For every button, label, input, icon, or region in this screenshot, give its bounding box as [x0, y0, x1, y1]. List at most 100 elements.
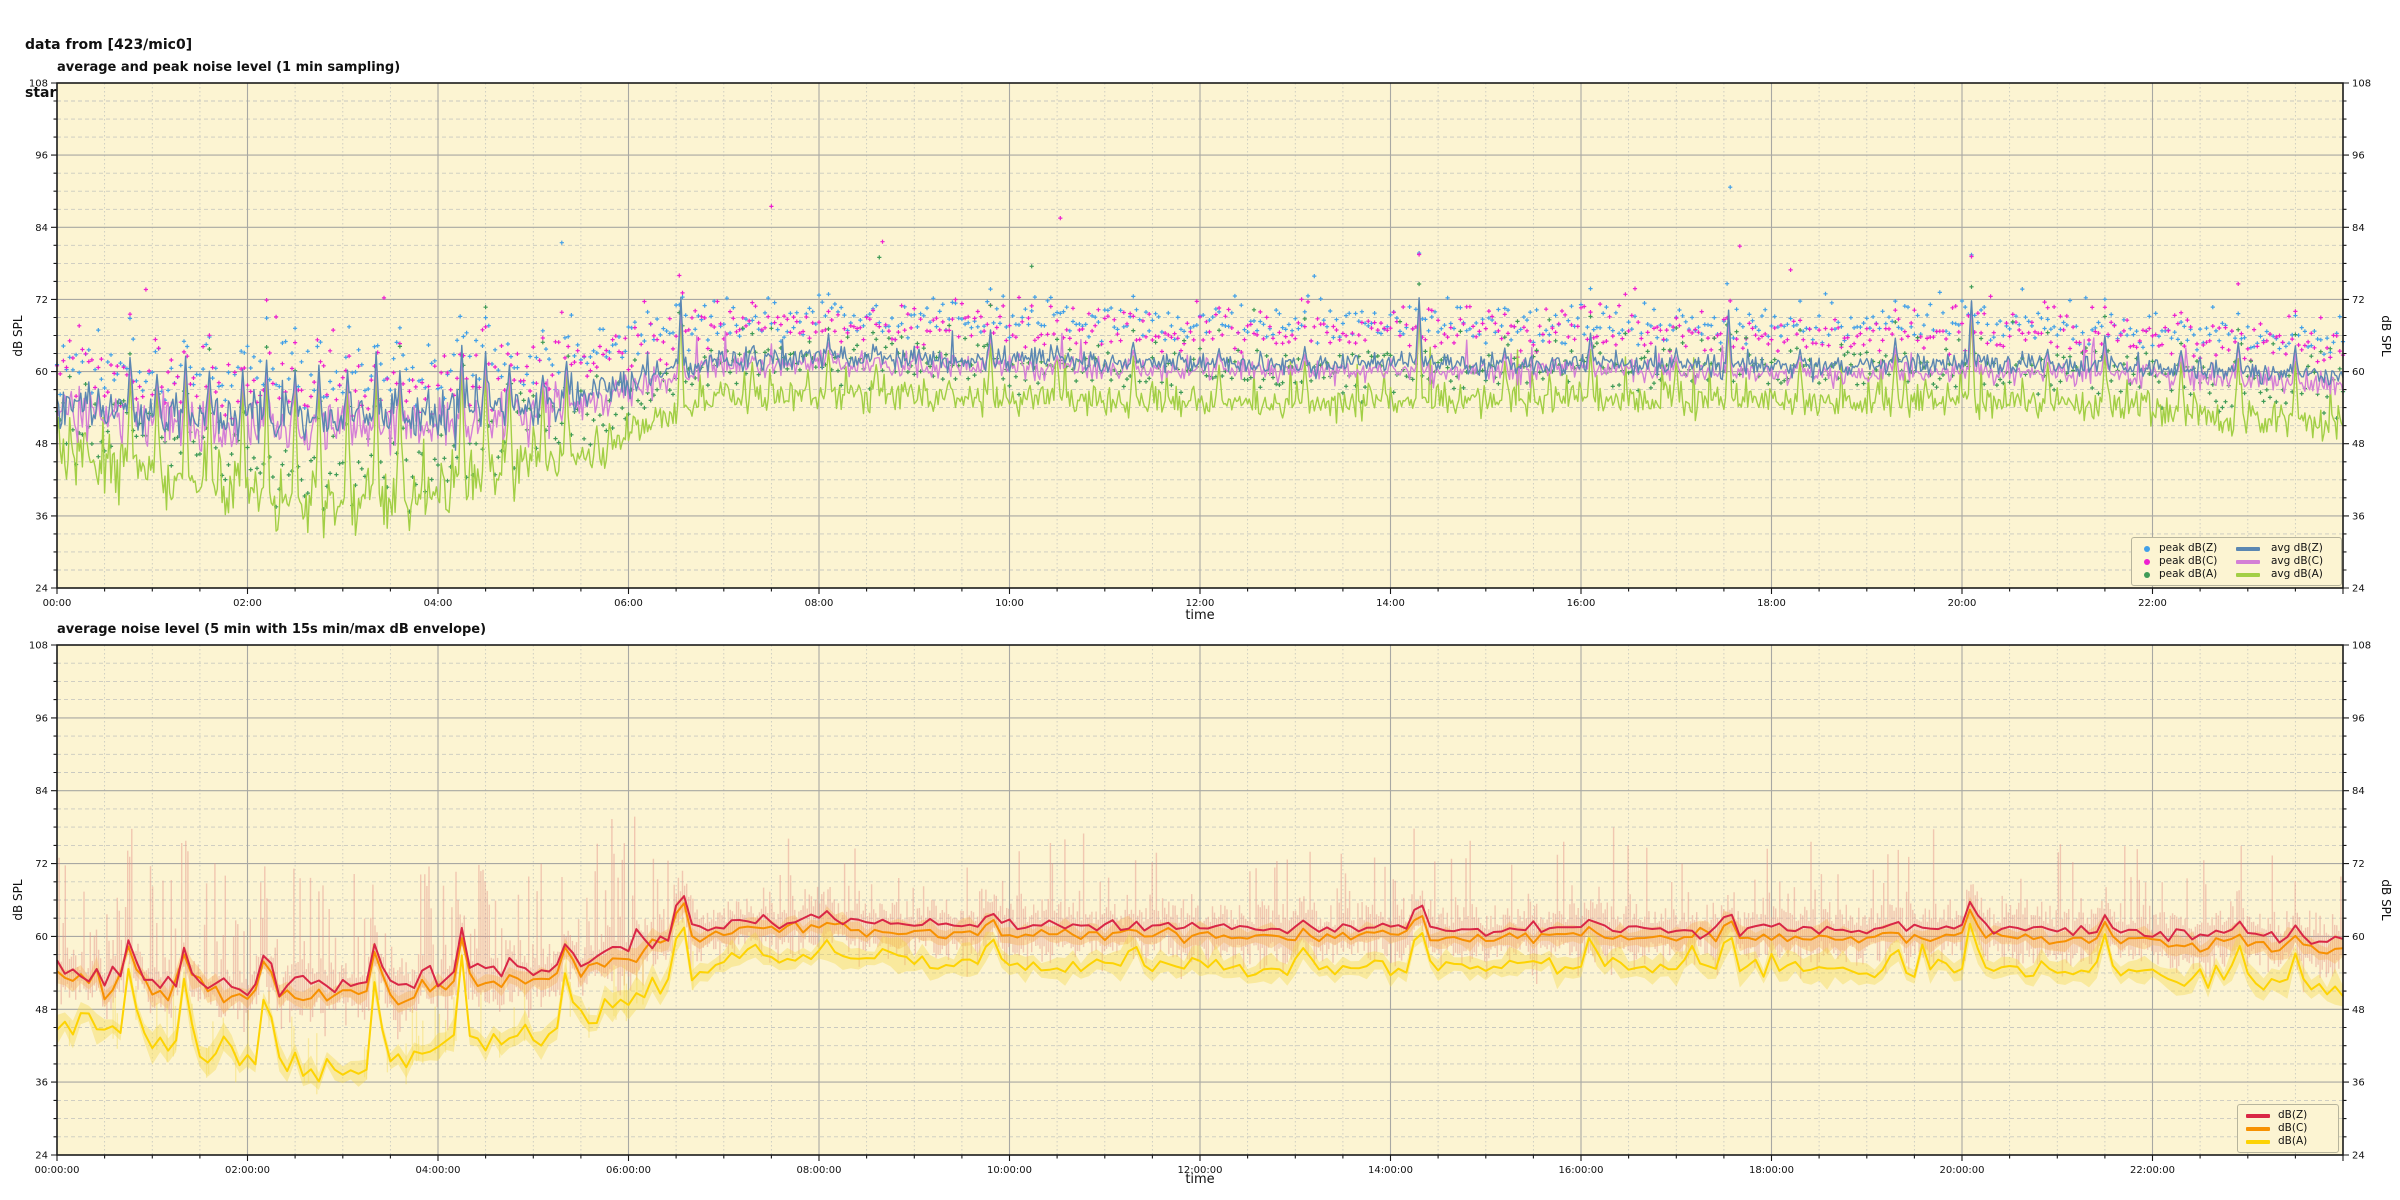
ytick-label-right: 60	[2352, 932, 2365, 943]
xtick-label: 22:00:00	[2130, 1165, 2175, 1176]
bottom-chart: 00:00:00 02:00:00 04:00:00 06:00:00 08:00:00…	[29, 641, 2371, 1177]
ytick-label-left: 60	[35, 367, 48, 378]
top-chart-ylabel-right: dB SPL	[2379, 315, 2393, 357]
legend-marker-peak-db-z-	[2144, 545, 2150, 552]
bottom-chart-legend: dB(Z) dB(C) dB(A)	[2237, 1104, 2339, 1153]
ytick-label-right: 60	[2352, 367, 2365, 378]
legend-swatch-db-z-	[2246, 1113, 2270, 1118]
grid-major	[57, 83, 2343, 588]
ytick-label-right: 48	[2352, 1005, 2365, 1016]
bottom-chart-title: average noise level (5 min with 15s min/…	[57, 622, 487, 637]
tick-labels: 00:00:00 02:00:00 04:00:00 06:00:00 08:00:00…	[29, 641, 2371, 1177]
xtick-label: 10:00:00	[987, 1165, 1032, 1176]
legend-label: avg dB(Z)	[2271, 542, 2323, 554]
axes-ticks	[51, 82, 2349, 594]
xtick-label: 14:00:00	[1368, 1165, 1413, 1176]
legend-label: dB(Z)	[2278, 1109, 2308, 1121]
xtick-label: 12:00:00	[1178, 1165, 1223, 1176]
ytick-label-right: 84	[2352, 223, 2365, 234]
header-line-1: data from [423/mic0]	[25, 37, 193, 53]
ytick-label-right: 84	[2352, 786, 2365, 797]
legend-item: dB(Z)	[2246, 1109, 2330, 1122]
ytick-label-right: 108	[2352, 641, 2371, 652]
legend-marker-peak-db-c-	[2144, 558, 2150, 565]
legend-swatch-db-c-	[2246, 1126, 2270, 1131]
axes-ticks	[51, 644, 2349, 1161]
ytick-label-left: 60	[35, 932, 48, 943]
top-chart-legend: peak dB(Z) avg dB(Z) peak dB(C) avg dB(C) pe…	[2131, 537, 2342, 586]
top-chart: 00:00 02:00 04:00 06:00 08:00 10:00 12:00 14:00…	[29, 79, 2371, 610]
ytick-label-right: 96	[2352, 151, 2365, 162]
legend-label: dB(A)	[2278, 1135, 2308, 1147]
bottom-chart-ylabel-left: dB SPL	[11, 879, 25, 921]
legend-swatch-db-a-	[2246, 1139, 2270, 1144]
top-chart-ylabel-left: dB SPL	[11, 315, 25, 357]
legend-grid: peak dB(Z) avg dB(Z) peak dB(C) avg dB(C) pe…	[2140, 542, 2333, 581]
legend-item: dB(C)	[2246, 1122, 2330, 1135]
ytick-label-right: 72	[2352, 859, 2365, 870]
xtick-label: 00:00	[43, 598, 72, 609]
ytick-label-right: 96	[2352, 713, 2365, 724]
legend-swatch-avg-db-c-	[2236, 559, 2260, 564]
xtick-label: 14:00	[1376, 598, 1405, 609]
ytick-label-right: 24	[2352, 584, 2365, 595]
xtick-label: 04:00	[424, 598, 453, 609]
xtick-label: 06:00	[614, 598, 643, 609]
legend-item: dB(A)	[2246, 1135, 2330, 1148]
xtick-label: 04:00:00	[416, 1165, 461, 1176]
xtick-label: 12:00	[1186, 598, 1215, 609]
xtick-label: 20:00	[1948, 598, 1977, 609]
ytick-label-left: 48	[35, 439, 48, 450]
xtick-label: 20:00:00	[1940, 1165, 1985, 1176]
line-db-z-	[56, 895, 2344, 998]
ytick-label-left: 96	[35, 713, 48, 724]
top-chart-title: average and peak noise level (1 min samp…	[57, 60, 401, 75]
ytick-label-left: 72	[35, 859, 48, 870]
line-avg-db-z-	[56, 296, 2344, 451]
ytick-label-left: 48	[35, 1005, 48, 1016]
legend-label: avg dB(C)	[2271, 555, 2324, 567]
ytick-label-right: 24	[2352, 1151, 2365, 1162]
line-avg-db-a-	[56, 311, 2344, 539]
xtick-label: 22:00	[2138, 598, 2167, 609]
ytick-label-left: 36	[35, 511, 48, 522]
xtick-label: 02:00	[233, 598, 262, 609]
bottom-chart-xlabel-time: time	[1185, 1172, 1215, 1187]
ytick-label-right: 72	[2352, 295, 2365, 306]
xtick-label: 16:00	[1567, 598, 1596, 609]
xtick-label: 08:00	[805, 598, 834, 609]
xtick-label: 02:00:00	[225, 1165, 270, 1176]
ytick-label-left: 24	[35, 1151, 48, 1162]
ytick-label-left: 24	[35, 584, 48, 595]
legend-marker-peak-db-a-	[2144, 571, 2150, 578]
legend-label: avg dB(A)	[2271, 568, 2323, 580]
tick-labels: 00:00 02:00 04:00 06:00 08:00 10:00 12:00 14:00…	[29, 79, 2371, 610]
ytick-label-left: 72	[35, 295, 48, 306]
ytick-label-right: 48	[2352, 439, 2365, 450]
legend-label: peak dB(A)	[2159, 568, 2218, 580]
ytick-label-left: 108	[29, 641, 48, 652]
ytick-label-left: 84	[35, 786, 48, 797]
xtick-label: 18:00	[1757, 598, 1786, 609]
legend-swatch-avg-db-z-	[2236, 546, 2260, 551]
legend-label: peak dB(C)	[2159, 555, 2218, 567]
ytick-label-left: 108	[29, 79, 48, 90]
legend-label: peak dB(Z)	[2159, 542, 2218, 554]
xtick-label: 06:00:00	[606, 1165, 651, 1176]
xtick-label: 00:00:00	[35, 1165, 80, 1176]
bottom-chart-ylabel-right: dB SPL	[2379, 879, 2393, 921]
ytick-label-left: 96	[35, 151, 48, 162]
line-db-a-	[56, 922, 2344, 1083]
xtick-label: 08:00:00	[797, 1165, 842, 1176]
legend-label: dB(C)	[2278, 1122, 2308, 1134]
ytick-label-left: 36	[35, 1078, 48, 1089]
ytick-label-left: 84	[35, 223, 48, 234]
ytick-label-right: 36	[2352, 511, 2365, 522]
ytick-label-right: 108	[2352, 79, 2371, 90]
top-chart-xlabel-time: time	[1185, 608, 1215, 623]
legend-swatch-avg-db-a-	[2236, 572, 2260, 577]
xtick-label: 18:00:00	[1749, 1165, 1794, 1176]
xtick-label: 10:00	[995, 598, 1024, 609]
